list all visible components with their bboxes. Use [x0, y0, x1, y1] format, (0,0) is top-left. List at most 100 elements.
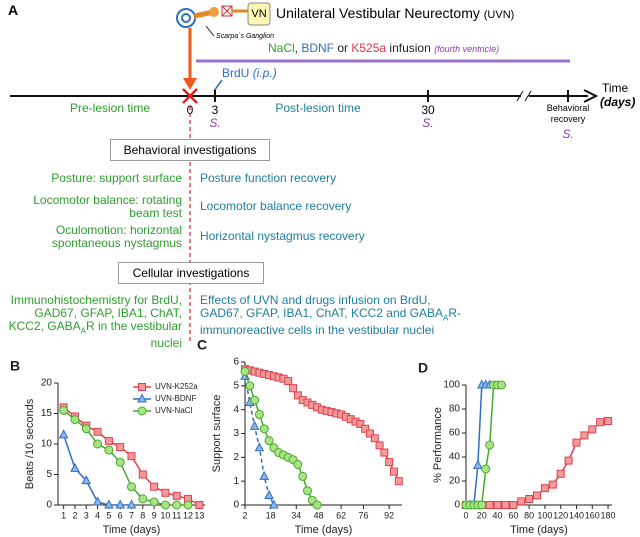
marker: [259, 470, 270, 480]
x-tick-label: 34: [291, 510, 301, 520]
marker: [254, 442, 265, 452]
brdu: BrdU: [222, 66, 250, 80]
panel-label: B: [10, 358, 20, 374]
vn-box: [247, 2, 271, 26]
day-label: 30: [421, 103, 435, 117]
legend-label: UVN-NaCl: [155, 406, 193, 415]
x-tick-label: 11: [172, 510, 181, 520]
marker: [160, 500, 170, 510]
marker: [81, 475, 92, 485]
subscript: A: [443, 313, 449, 323]
x-tick-label: 5: [106, 510, 111, 520]
marker: [264, 436, 274, 446]
marker: [104, 499, 114, 509]
marker: [564, 456, 573, 465]
marker: [240, 367, 250, 377]
marker: [298, 471, 308, 481]
time-label: Time: [602, 81, 629, 95]
marker: [172, 500, 182, 510]
title-text: Unilateral Vestibular Neurectomy: [276, 5, 480, 21]
x-tick-label: 120: [553, 510, 568, 520]
marker: [477, 500, 487, 510]
x-tick-label: 4: [95, 510, 100, 520]
day-label: 3: [211, 103, 219, 117]
title-abbr: (UVN): [483, 9, 515, 21]
marker: [375, 441, 384, 450]
infusion-part: (fourth ventricle): [434, 44, 500, 54]
behavioral-box: Behavioral investigations: [110, 139, 270, 161]
marker: [485, 501, 494, 509]
behavioral-recovery: Behavioral recovery: [546, 103, 590, 124]
ear-icon: [181, 13, 191, 23]
x-tick-label: 1: [61, 510, 66, 520]
x-tick-label: 10: [160, 510, 170, 520]
marker: [540, 484, 549, 493]
brdu-route: (i.p.): [252, 66, 277, 80]
marker: [127, 482, 136, 492]
marker: [161, 488, 170, 497]
x-tick-label: 80: [524, 510, 534, 520]
marker: [293, 459, 303, 469]
cellular-left: Immunohistochemistry for BrdU, GAD67, GF…: [2, 294, 182, 350]
behavioral-right: Locomotor balance recovery: [200, 199, 352, 213]
timeline-arrow: [583, 89, 599, 103]
x-tick-label: 13: [194, 510, 204, 520]
vn-label: VN: [251, 8, 267, 20]
ganglion-label: Scarpa´s Ganglion: [216, 33, 274, 40]
x-tick-label: 100: [537, 510, 552, 520]
marker: [356, 419, 365, 428]
marker: [517, 497, 526, 506]
marker: [172, 491, 181, 500]
axis-break: [521, 90, 529, 102]
x-tick-label: 140: [569, 510, 584, 520]
marker: [361, 424, 370, 433]
marker: [149, 497, 159, 507]
x-tick-label: 7: [129, 510, 134, 520]
marker: [104, 445, 114, 455]
marker: [116, 443, 125, 452]
y-tick-label: 4: [233, 404, 239, 415]
cellular-right: Effects of UVN and drugs infusion on Brd…: [200, 294, 470, 337]
y-tick-label: 15: [41, 408, 53, 419]
marker: [604, 417, 613, 425]
x-tick-label: 76: [359, 510, 369, 520]
infusion-part: or: [334, 41, 352, 55]
marker: [264, 489, 274, 499]
legend-marker: [138, 383, 146, 391]
marker: [548, 480, 557, 489]
legend-label: UVN-BDNF: [155, 394, 196, 403]
subscript: A: [80, 326, 86, 336]
marker: [572, 438, 581, 447]
marker: [284, 377, 293, 386]
y-tick-label: 100: [443, 380, 460, 391]
x-tick-label: 3: [84, 510, 89, 520]
day-label: 0: [186, 103, 194, 117]
marker: [302, 486, 312, 496]
y-tick-label: 5: [46, 469, 52, 480]
y-tick-label: 20: [449, 476, 461, 487]
text: R in the vestibular nuclei: [85, 319, 182, 351]
post-lesion: Post-lesion time: [275, 101, 361, 115]
marker: [485, 440, 495, 450]
behavioral-right: Posture function recovery: [200, 171, 337, 185]
y-tick-label: 40: [449, 452, 461, 463]
marker: [127, 452, 136, 461]
legend-label: UVN-K252a: [155, 382, 198, 391]
ganglion: [209, 7, 219, 17]
marker: [533, 491, 542, 500]
marker: [93, 439, 103, 449]
marker: [115, 457, 125, 467]
marker: [293, 391, 302, 400]
marker: [150, 482, 159, 491]
x-tick-label: 2: [242, 510, 247, 520]
x-axis-label: Time (days): [510, 524, 568, 536]
marker: [70, 462, 80, 472]
marker: [380, 448, 389, 457]
y-tick-label: 5: [233, 380, 239, 391]
marker: [497, 380, 507, 390]
marker: [70, 415, 80, 425]
infusion-part: NaCl: [268, 41, 295, 55]
y-tick-label: 20: [41, 378, 53, 389]
marker: [501, 501, 510, 509]
